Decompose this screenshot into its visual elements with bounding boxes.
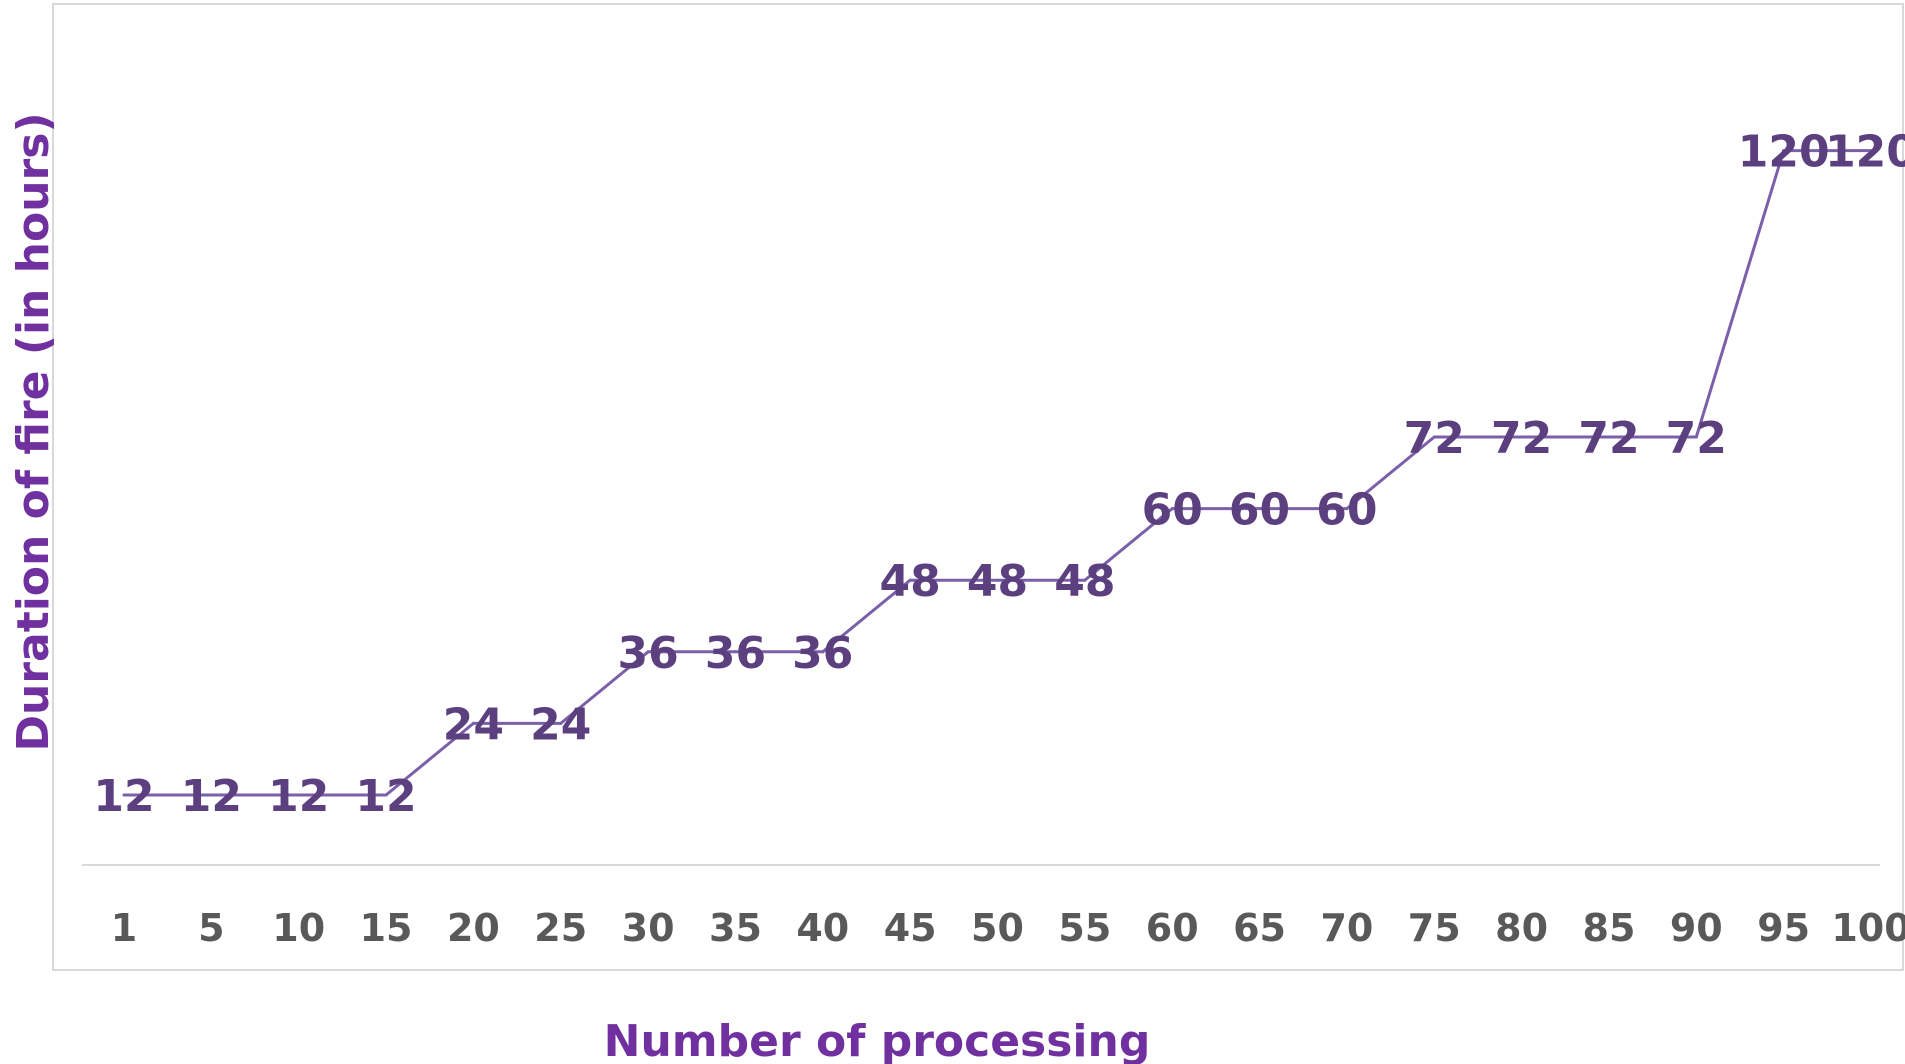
series-line-segment [1345,435,1436,511]
x-tick-label: 65 [1233,906,1286,950]
x-tick-label: 5 [198,906,224,950]
x-tick-labels: 1 5 10 15 20 25 30 35 40 45 50 55 60 65 70 75 80 85 90 95 10… [111,906,1905,950]
data-label: 12 [181,771,242,822]
data-label: 120 [1825,127,1905,178]
y-axis-title: Duration of fire (in hours) [8,112,59,751]
x-tick-label: 75 [1408,906,1461,950]
data-label: 36 [705,628,766,679]
x-tick-label: 95 [1757,906,1810,950]
x-tick-label: 45 [884,906,937,950]
x-axis-title: Number of processing [604,1016,1151,1064]
data-label: 60 [1316,485,1377,536]
x-tick-label: 85 [1583,906,1636,950]
data-label-layer: 12 12 12 12 24 24 36 36 36 48 48 48 60 60 60 72 72 72 72 12… [93,127,1905,822]
data-label: 48 [967,556,1028,607]
data-label: 24 [530,699,591,750]
x-tick-label: 40 [796,906,849,950]
x-tick-label: 70 [1320,906,1373,950]
x-tick-label: 90 [1670,906,1723,950]
data-label: 120 [1738,127,1830,178]
data-label: 60 [1142,485,1203,536]
x-tick-label: 50 [971,906,1024,950]
data-label: 72 [1404,413,1465,464]
x-tick-label: 100 [1831,906,1905,950]
x-tick-label: 55 [1058,906,1111,950]
data-label: 48 [880,556,941,607]
data-label: 12 [268,771,329,822]
x-tick-label: 10 [272,906,325,950]
data-label: 48 [1054,556,1115,607]
data-label: 12 [355,771,416,822]
x-tick-label: 15 [360,906,413,950]
x-tick-label: 60 [1146,906,1199,950]
x-tick-label: 80 [1495,906,1548,950]
data-label: 36 [792,628,853,679]
series-line-segment [821,578,912,654]
series-line-segment [384,721,475,797]
x-tick-label: 1 [111,906,137,950]
data-label: 12 [93,771,154,822]
x-tick-label: 25 [534,906,587,950]
series-layer [122,149,1873,797]
chart-area-border [52,3,1904,971]
data-label: 24 [443,699,504,750]
data-label: 72 [1491,413,1552,464]
x-tick-label: 35 [709,906,762,950]
data-label: 60 [1229,485,1290,536]
x-tick-label: 20 [447,906,500,950]
series-line-segment [1083,507,1174,582]
series-line-segment [1694,149,1786,439]
data-label: 72 [1578,413,1639,464]
data-label: 36 [617,628,678,679]
series-line-segment [559,650,650,725]
data-label: 72 [1666,413,1727,464]
x-tick-label: 30 [622,906,675,950]
